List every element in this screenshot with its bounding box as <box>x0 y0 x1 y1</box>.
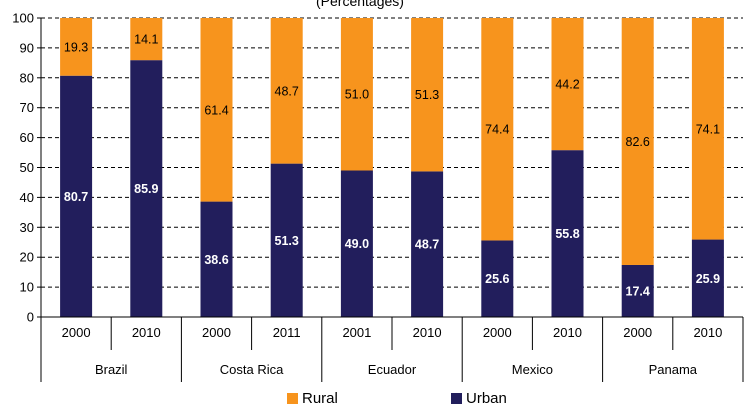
y-tick-label-100: 100 <box>12 11 34 26</box>
bar-urban-6 <box>481 240 514 317</box>
data-label-rural-5: 51.3 <box>415 88 439 102</box>
legend: Rural Urban <box>0 390 747 410</box>
stacked-bar-chart: 0 10 20 30 40 50 60 70 80 90 100 2000 2010 Brazil 2000… <box>12 11 744 382</box>
data-label-urban-0: 80.7 <box>64 190 88 204</box>
data-label-rural-1: 14.1 <box>134 33 158 47</box>
data-label-rural-6: 74.4 <box>485 123 509 137</box>
y-tick-label-10: 10 <box>20 280 34 295</box>
data-label-rural-0: 19.3 <box>64 40 88 54</box>
data-label-urban-4: 49.0 <box>345 237 369 251</box>
data-label-rural-8: 82.6 <box>626 135 650 149</box>
bar-urban-9 <box>691 239 724 317</box>
data-label-rural-2: 61.4 <box>204 103 228 117</box>
country-label-0: Brazil <box>95 362 128 377</box>
bar-urban-1 <box>130 60 163 318</box>
year-label-0-1: 2010 <box>132 325 161 340</box>
data-label-rural-3: 48.7 <box>275 84 299 98</box>
data-label-urban-5: 48.7 <box>415 238 439 252</box>
data-label-rural-9: 74.1 <box>696 122 720 136</box>
bar-urban-3 <box>270 163 303 317</box>
year-label-2-0: 2001 <box>342 325 371 340</box>
country-label-2: Ecuador <box>368 362 417 377</box>
legend-label-urban: Urban <box>466 390 507 407</box>
data-label-urban-7: 55.8 <box>555 227 579 241</box>
bar-rural-7 <box>551 18 584 151</box>
data-label-urban-1: 85.9 <box>134 182 158 196</box>
legend-item-rural: Rural <box>287 390 338 407</box>
bar-urban-0 <box>60 75 93 317</box>
y-tick-label-40: 40 <box>20 190 34 205</box>
bar-rural-5 <box>411 18 444 172</box>
bar-rural-0 <box>60 18 93 76</box>
bar-rural-1 <box>130 18 163 61</box>
data-label-urban-6: 25.6 <box>485 272 509 286</box>
year-label-3-0: 2000 <box>483 325 512 340</box>
bar-urban-5 <box>411 171 444 317</box>
bar-rural-6 <box>481 18 514 241</box>
data-label-urban-2: 38.6 <box>204 253 228 267</box>
y-tick-label-50: 50 <box>20 160 34 175</box>
bar-urban-2 <box>200 201 233 317</box>
y-tick-label-0: 0 <box>27 310 34 325</box>
country-label-3: Mexico <box>512 362 553 377</box>
country-label-4: Panama <box>649 362 698 377</box>
bar-rural-4 <box>340 18 373 171</box>
bar-rural-8 <box>621 18 654 265</box>
year-label-0-0: 2000 <box>62 325 91 340</box>
year-label-4-0: 2000 <box>623 325 652 340</box>
y-tick-label-90: 90 <box>20 40 34 55</box>
chart-title-fragment: (Percentages) <box>316 0 404 9</box>
data-label-urban-3: 51.3 <box>275 234 299 248</box>
bar-urban-4 <box>340 170 373 317</box>
legend-item-urban: Urban <box>451 390 507 407</box>
year-label-2-1: 2010 <box>413 325 442 340</box>
data-labels: 80.7 19.3 85.9 14.1 38.6 61.4 51.3 48.7 49.0 51.0… <box>64 33 720 299</box>
bar-rural-9 <box>691 18 724 240</box>
y-tick-label-60: 60 <box>20 130 34 145</box>
legend-swatch-urban <box>451 393 462 404</box>
y-tick-label-80: 80 <box>20 70 34 85</box>
legend-swatch-rural <box>287 393 298 404</box>
legend-label-rural: Rural <box>302 390 338 407</box>
country-label-1: Costa Rica <box>220 362 284 377</box>
y-tick-label-20: 20 <box>20 250 34 265</box>
data-label-urban-8: 17.4 <box>626 284 650 298</box>
data-label-rural-7: 44.2 <box>555 78 579 92</box>
data-label-rural-4: 51.0 <box>345 88 369 102</box>
bar-rural-2 <box>200 18 233 202</box>
year-label-1-1: 2011 <box>273 325 301 340</box>
bar-urban-7 <box>551 150 584 317</box>
year-label-1-0: 2000 <box>202 325 231 340</box>
data-label-urban-9: 25.9 <box>696 272 720 286</box>
y-tick-label-30: 30 <box>20 220 34 235</box>
year-label-3-1: 2010 <box>553 325 582 340</box>
axes: 0 10 20 30 40 50 60 70 80 90 100 2000 2010 Brazil 2000… <box>12 11 744 382</box>
bar-rural-3 <box>270 18 303 164</box>
bar-urban-8 <box>621 264 654 317</box>
bars <box>60 18 724 318</box>
year-label-4-1: 2010 <box>693 325 722 340</box>
y-tick-label-70: 70 <box>20 100 34 115</box>
